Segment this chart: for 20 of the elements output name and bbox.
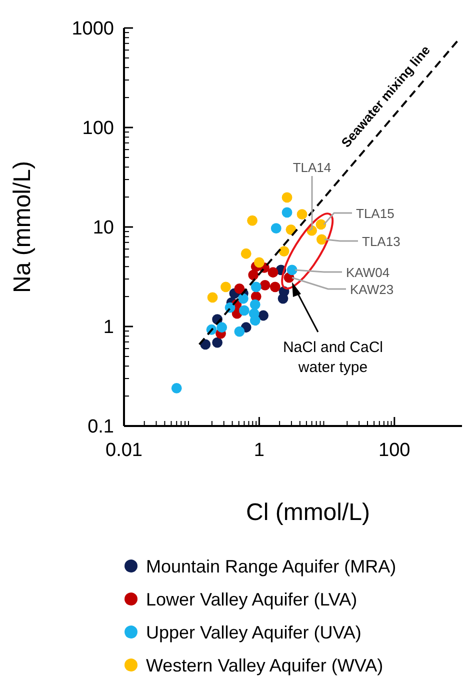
annotation: NaCl and CaCl water type	[282, 339, 384, 376]
x-tick-label: 1	[254, 440, 264, 461]
y-tick-label: 1000	[72, 18, 114, 40]
y-tick-label: 10	[92, 218, 114, 239]
x-tick-label: 0.01	[106, 440, 142, 461]
annotation: TLA14	[292, 160, 332, 175]
x-axis-title: Cl (mmol/L)	[246, 499, 370, 526]
y-tick-label: 100	[82, 118, 114, 140]
annotation: TLA15	[356, 206, 394, 221]
annotation: TLA13	[362, 234, 400, 249]
y-axis-title: Na (mmol/L)	[9, 160, 36, 294]
legend-label: Upper Valley Aquifer (UVA)	[146, 622, 362, 642]
legend-label: Lower Valley Aquifer (LVA)	[146, 589, 358, 610]
legend-label: Western Valley Aquifer (WVA)	[146, 655, 384, 676]
y-tick-label: 0.1	[88, 416, 114, 438]
legend-label: Mountain Range Aquifer (MRA)	[146, 556, 396, 576]
annotation: KAW04	[346, 265, 390, 280]
y-tick-label: 1	[103, 317, 114, 338]
annotation: KAW23	[350, 282, 394, 297]
x-tick-label: 100	[378, 440, 410, 461]
